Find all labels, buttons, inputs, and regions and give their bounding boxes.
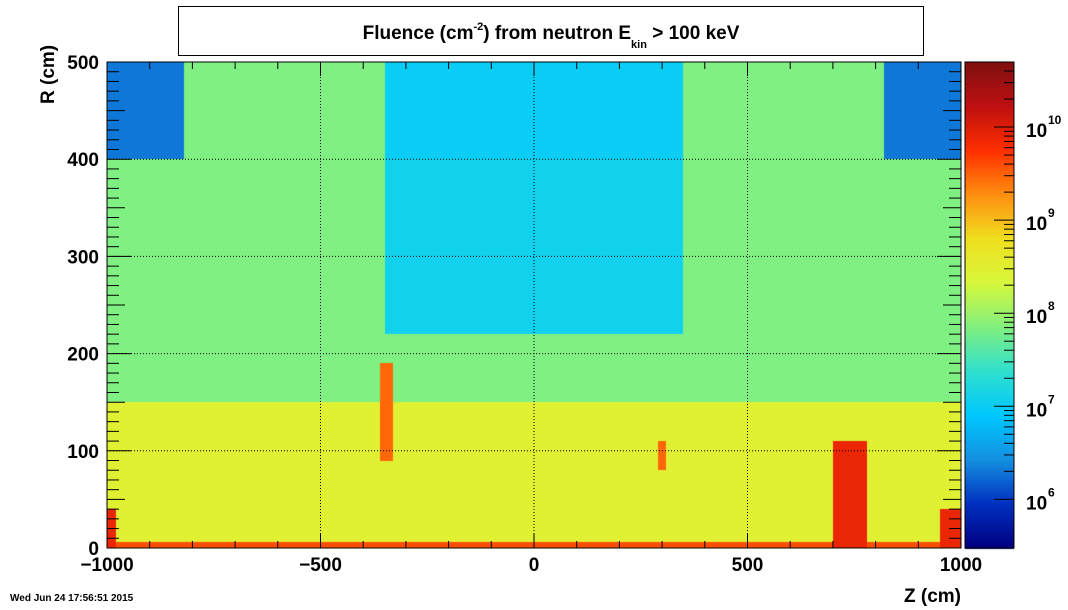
x-tick-label: 0 xyxy=(529,555,540,576)
y-tick-label: 500 xyxy=(67,53,99,74)
colorbar-tick-exponent: 7 xyxy=(1048,392,1055,406)
x-tick-label: −1000 xyxy=(80,555,133,576)
colorbar-tick-exponent: 10 xyxy=(1048,113,1062,127)
colorbar-tick-exponent: 6 xyxy=(1048,485,1055,499)
colorbar-tick-label: 10 xyxy=(1026,493,1047,514)
x-axis-title: Z (cm) xyxy=(904,586,961,607)
x-tick-label: −500 xyxy=(299,555,342,576)
colorbar-tick-label: 10 xyxy=(1026,121,1047,142)
colorbar-tick-label: 10 xyxy=(1026,214,1047,235)
colorbar-tick-exponent: 8 xyxy=(1048,299,1055,313)
colorbar-tick-label: 10 xyxy=(1026,307,1047,328)
y-tick-label: 300 xyxy=(67,247,99,268)
y-tick-label: 200 xyxy=(67,345,99,366)
colorbar-frame xyxy=(964,61,1015,549)
y-tick-label: 0 xyxy=(88,539,99,560)
x-tick-label: 500 xyxy=(732,555,764,576)
y-tick-label: 400 xyxy=(67,150,99,171)
chart-title-box: Fluence (cm-2) from neutron Ekin > 100 k… xyxy=(178,6,924,56)
colorbar-tick-label: 10 xyxy=(1026,400,1047,421)
timestamp: Wed Jun 24 17:56:51 2015 xyxy=(10,593,134,604)
chart-title: Fluence (cm-2) from neutron Ekin > 100 k… xyxy=(362,21,740,51)
colorbar-tick-exponent: 9 xyxy=(1048,206,1055,220)
y-tick-label: 100 xyxy=(67,442,99,463)
x-tick-label: 1000 xyxy=(940,555,982,576)
